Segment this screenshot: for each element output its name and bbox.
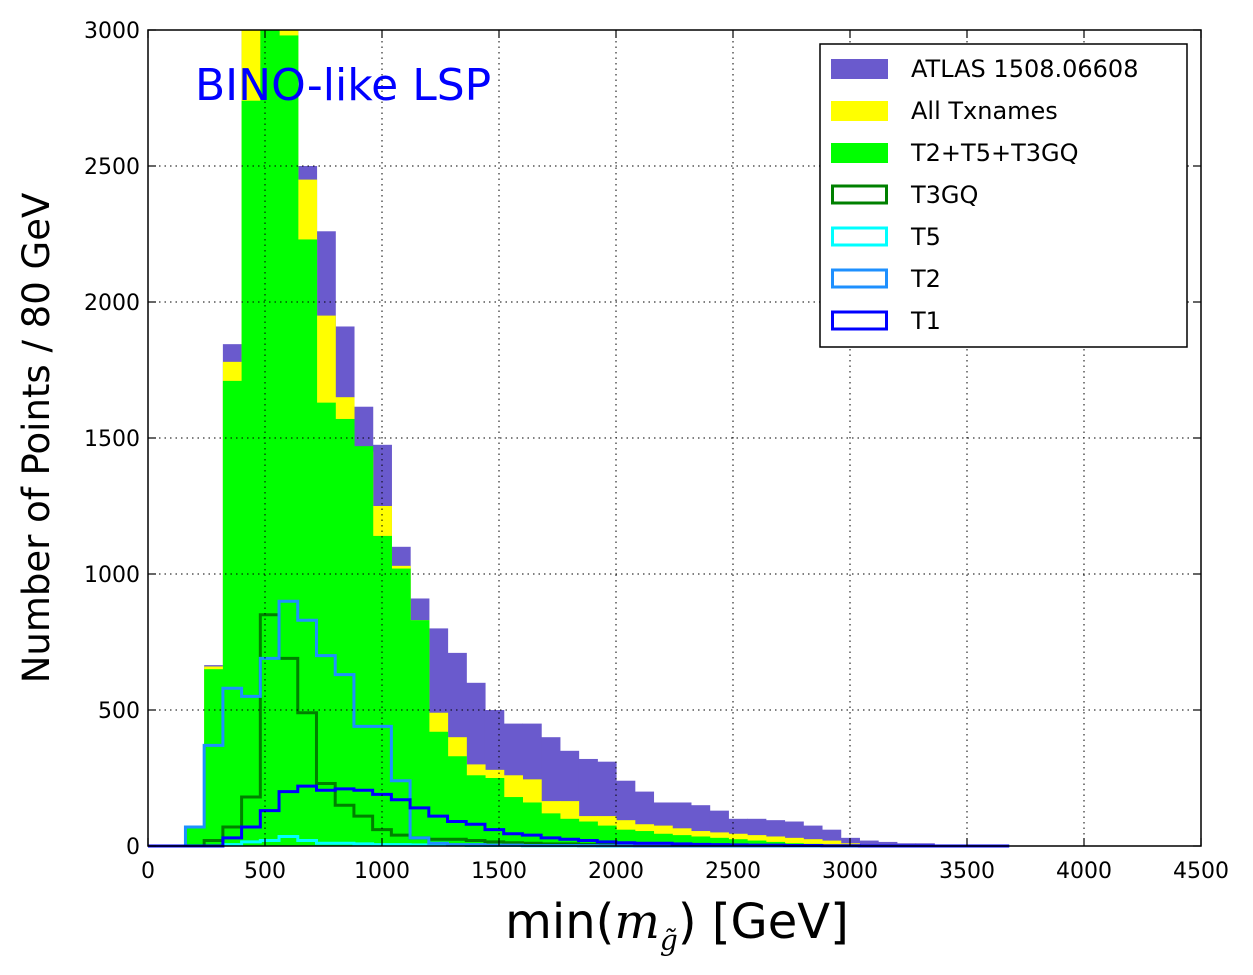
x-axis-label-prefix: min( (505, 894, 614, 950)
bar-t2-t5-t3gq (709, 837, 729, 846)
bar-t2-t5-t3gq (747, 840, 767, 846)
bar-t2-t5-t3gq (353, 446, 374, 846)
legend-frame (819, 43, 1188, 348)
plot-grid (148, 30, 1201, 846)
x-tick-label: 2500 (705, 859, 761, 884)
legend-label: T2+T5+T3GQ (910, 139, 1079, 167)
bar-atlas-1508-06608 (859, 840, 879, 846)
bar-t2-t5-t3gq (222, 380, 243, 846)
x-tick-label: 1500 (471, 859, 527, 884)
bar-t2-t5-t3gq (578, 821, 598, 846)
annotation-text: BINO-like LSP (195, 60, 491, 111)
bar-t2-t5-t3gq (428, 731, 449, 846)
y-tick-label: 1500 (84, 427, 140, 452)
legend-label: All Txnames (911, 97, 1058, 125)
tick-labels: 0 500 1000 1500 2000 2500 3000 3500 4000 4500 0 500… (84, 19, 1229, 884)
bar-t2-t5-t3gq (466, 775, 486, 846)
x-axis-label-unit: ) [GeV] (678, 894, 849, 950)
bar-t2-t5-t3gq (297, 239, 318, 846)
legend-item-all-txnames: All Txnames (831, 97, 1058, 125)
bar-t2-t5-t3gq (279, 35, 299, 846)
legend-swatch (831, 184, 888, 205)
x-tick-label: 500 (244, 859, 286, 884)
legend-item-t2: T2 (831, 265, 941, 293)
bar-t2-t5-t3gq (204, 669, 224, 846)
legend-label: T5 (910, 223, 941, 251)
bar-t2-t5-t3gq (447, 756, 467, 846)
y-tick-label: 0 (126, 835, 140, 860)
legend-label: ATLAS 1508.06608 (911, 55, 1138, 83)
bar-t2-t5-t3gq (728, 839, 748, 846)
bar-all-txnames (821, 840, 842, 846)
bar-t2-t5-t3gq (503, 797, 523, 846)
legend-item-t1: T1 (831, 307, 941, 335)
x-tick-label: 0 (141, 859, 155, 884)
bar-t2-t5-t3gq (391, 568, 411, 846)
x-axis-label-subscript: g̃ (660, 924, 678, 957)
bar-all-txnames (784, 837, 804, 846)
bar-all-txnames (803, 839, 823, 846)
x-tick-label: 1000 (354, 859, 410, 884)
y-tick-label: 1000 (84, 563, 140, 588)
legend-swatch (831, 143, 888, 163)
x-tick-label: 3500 (939, 859, 995, 884)
bar-t2-t5-t3gq (241, 100, 261, 847)
x-tick-label: 2000 (588, 859, 644, 884)
legend-swatch (831, 268, 888, 289)
legend-item-t2-t5-t3gq: T2+T5+T3GQ (831, 139, 1079, 167)
x-axis-label: min(mg̃) [GeV] (505, 894, 849, 957)
bar-t2-t5-t3gq (185, 825, 205, 846)
bar-atlas-1508-06608 (878, 841, 898, 846)
y-axis-label: Number of Points / 80 GeV (15, 193, 58, 684)
x-tick-label: 3000 (822, 859, 878, 884)
y-tick-label: 500 (98, 699, 140, 724)
plot-frame (147, 29, 1202, 847)
bar-t2-t5-t3gq (522, 802, 542, 846)
x-tick-label: 4000 (1056, 859, 1112, 884)
legend-swatch (831, 101, 888, 121)
bar-t2-t5-t3gq (316, 402, 336, 846)
legend-label: T1 (910, 307, 941, 335)
legend-label: T3GQ (910, 181, 978, 209)
bar-t2-t5-t3gq (410, 620, 430, 846)
bar-t2-t5-t3gq (541, 813, 561, 846)
x-tick-label: 4500 (1173, 859, 1229, 884)
bar-t2-t5-t3gq (690, 836, 711, 846)
bar-all-txnames (765, 836, 786, 846)
legend-item-t5: T5 (831, 223, 941, 251)
bar-t2-t5-t3gq (484, 778, 505, 846)
legend-item-t3gq: T3GQ (831, 181, 978, 209)
legend: ATLAS 1508.06608 All Txnames T2+T5+T3GQ T3G… (819, 43, 1188, 348)
x-axis-label-math: m (614, 894, 660, 950)
legend-swatch (831, 226, 888, 247)
y-tick-label: 2500 (84, 155, 140, 180)
bar-t2-t5-t3gq (559, 818, 580, 846)
bar-t2-t5-t3gq (672, 835, 692, 846)
y-tick-label: 3000 (84, 19, 140, 44)
bar-t2-t5-t3gq (335, 418, 355, 846)
y-tick-label: 2000 (84, 291, 140, 316)
legend-label: T2 (910, 265, 941, 293)
legend-swatch (831, 310, 888, 331)
legend-swatch (831, 59, 888, 79)
legend-item-atlas-1508-06608: ATLAS 1508.06608 (831, 55, 1138, 83)
